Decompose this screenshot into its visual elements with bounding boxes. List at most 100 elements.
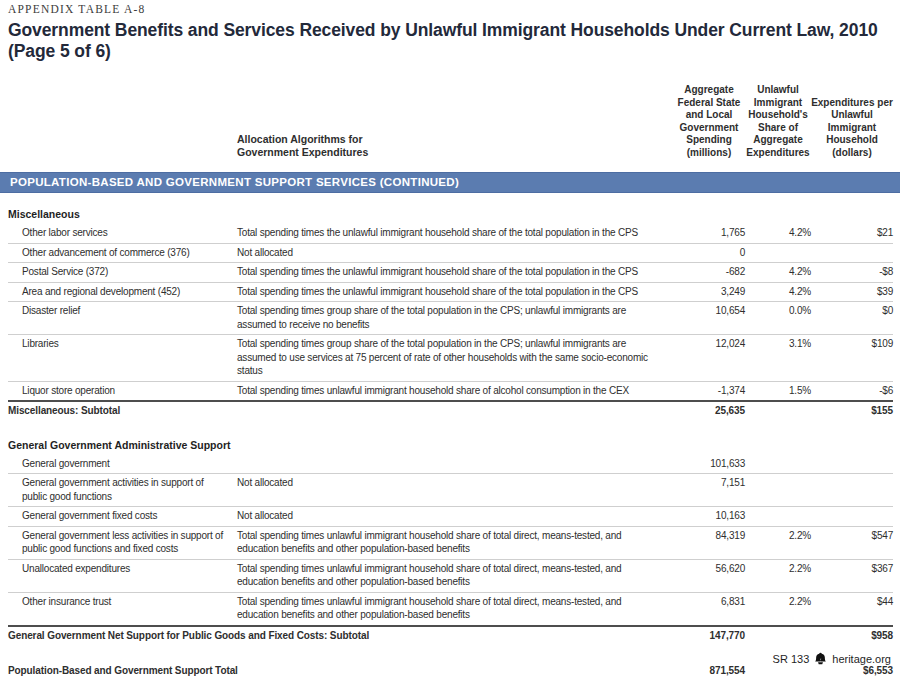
row-aggregate: 3,249 bbox=[673, 283, 745, 302]
row-allocation: Total spending times the unlawful immigr… bbox=[237, 263, 673, 282]
row-allocation: Not allocated bbox=[237, 474, 673, 506]
row-label: Postal Service (372) bbox=[8, 263, 237, 282]
subtotal-label: General Government Net Support for Publi… bbox=[8, 627, 673, 646]
row-per-household bbox=[811, 455, 893, 474]
row-aggregate: 1,765 bbox=[673, 224, 745, 243]
row-share bbox=[745, 455, 811, 474]
table-row: General government 101,633 bbox=[8, 455, 893, 475]
table-row: Disaster reliefTotal spending times grou… bbox=[8, 302, 893, 335]
group-heading: Miscellaneous bbox=[8, 208, 893, 224]
table-row: General government fixed costsNot alloca… bbox=[8, 507, 893, 527]
row-share: 3.1% bbox=[745, 335, 811, 381]
grand-total-aggregate: 871,554 bbox=[673, 662, 745, 681]
page-footer: SR 133 heritage.org bbox=[773, 652, 891, 665]
row-aggregate: 0 bbox=[673, 244, 745, 263]
row-allocation: Total spending times group share of the … bbox=[237, 335, 673, 381]
row-label: General government less activities in su… bbox=[8, 527, 237, 559]
subtotal-label: Miscellaneous: Subtotal bbox=[8, 402, 673, 421]
row-per-household: $21 bbox=[811, 224, 893, 243]
row-allocation: Total spending times unlawful immigrant … bbox=[237, 382, 673, 401]
column-header-share: Unlawful Immigrant Household's Share of … bbox=[745, 84, 811, 159]
row-aggregate: 6,831 bbox=[673, 593, 745, 625]
table-title: Government Benefits and Services Receive… bbox=[8, 20, 893, 62]
row-label: Libraries bbox=[8, 335, 237, 381]
heritage-bell-icon bbox=[814, 652, 827, 665]
row-aggregate: 56,620 bbox=[673, 560, 745, 592]
row-share: 2.2% bbox=[745, 527, 811, 559]
row-aggregate: 101,633 bbox=[673, 455, 745, 474]
report-number: SR 133 bbox=[773, 653, 810, 665]
row-aggregate: -1,374 bbox=[673, 382, 745, 401]
row-allocation: Total spending times unlawful immigrant … bbox=[237, 593, 673, 625]
column-header-aggregate-spending: Aggregate Federal State and Local Govern… bbox=[673, 84, 745, 159]
group-heading: General Government Administrative Suppor… bbox=[8, 439, 893, 455]
table-row: Other labor servicesTotal spending times… bbox=[8, 224, 893, 244]
subtotal-per-household: $958 bbox=[811, 627, 893, 646]
table-row: Unallocated expendituresTotal spending t… bbox=[8, 560, 893, 593]
row-allocation: Total spending times the unlawful immigr… bbox=[237, 224, 673, 243]
table-row: Area and regional development (452)Total… bbox=[8, 283, 893, 303]
row-per-household: -$6 bbox=[811, 382, 893, 401]
row-label: Disaster relief bbox=[8, 302, 237, 334]
row-label: Other labor services bbox=[8, 224, 237, 243]
row-aggregate: 12,024 bbox=[673, 335, 745, 381]
row-label: Unallocated expenditures bbox=[8, 560, 237, 592]
row-share: 4.2% bbox=[745, 263, 811, 282]
report-page: APPENDIX TABLE A-8 Government Benefits a… bbox=[0, 0, 900, 685]
row-share: 4.2% bbox=[745, 224, 811, 243]
row-per-household: $109 bbox=[811, 335, 893, 381]
table-row: General government activities in support… bbox=[8, 474, 893, 507]
row-share: 0.0% bbox=[745, 302, 811, 334]
row-label: Other insurance trust bbox=[8, 593, 237, 625]
row-share: 1.5% bbox=[745, 382, 811, 401]
row-label: General government bbox=[8, 455, 237, 474]
table-row: Other advancement of commerce (376)Not a… bbox=[8, 244, 893, 264]
row-per-household: $39 bbox=[811, 283, 893, 302]
site-link: heritage.org bbox=[832, 653, 891, 665]
row-allocation: Total spending times group share of the … bbox=[237, 302, 673, 334]
row-aggregate: 84,319 bbox=[673, 527, 745, 559]
row-allocation: Not allocated bbox=[237, 507, 673, 526]
row-label: Area and regional development (452) bbox=[8, 283, 237, 302]
row-label: General government activities in support… bbox=[8, 474, 237, 506]
table-row: Other insurance trustTotal spending time… bbox=[8, 593, 893, 625]
row-allocation: Total spending times unlawful immigrant … bbox=[237, 560, 673, 592]
row-allocation: Total spending times unlawful immigrant … bbox=[237, 527, 673, 559]
row-share bbox=[745, 474, 811, 506]
row-per-household: $547 bbox=[811, 527, 893, 559]
row-label: General government fixed costs bbox=[8, 507, 237, 526]
row-share bbox=[745, 244, 811, 263]
row-per-household: $0 bbox=[811, 302, 893, 334]
group-rows: Other labor servicesTotal spending times… bbox=[8, 224, 893, 400]
row-per-household bbox=[811, 244, 893, 263]
subtotal-share bbox=[745, 627, 811, 646]
row-label: Other advancement of commerce (376) bbox=[8, 244, 237, 263]
row-share bbox=[745, 507, 811, 526]
column-headers: Allocation Algorithms for Government Exp… bbox=[8, 84, 893, 159]
subtotal-row: Miscellaneous: Subtotal25,635$155 bbox=[8, 400, 893, 421]
row-per-household: $367 bbox=[811, 560, 893, 592]
grand-total-label: Population-Based and Government Support … bbox=[8, 662, 673, 681]
row-per-household bbox=[811, 507, 893, 526]
subtotal-row: General Government Net Support for Publi… bbox=[8, 625, 893, 646]
table-row: Liquor store operationTotal spending tim… bbox=[8, 382, 893, 401]
table-body: MiscellaneousOther labor servicesTotal s… bbox=[8, 208, 893, 645]
row-aggregate: 10,163 bbox=[673, 507, 745, 526]
row-share: 2.2% bbox=[745, 560, 811, 592]
row-allocation: Total spending times the unlawful immigr… bbox=[237, 283, 673, 302]
column-header-per-household: Expenditures per Unlawful Immigrant Hous… bbox=[811, 97, 893, 160]
table-row: LibrariesTotal spending times group shar… bbox=[8, 335, 893, 382]
subtotal-aggregate: 25,635 bbox=[673, 402, 745, 421]
row-aggregate: 10,654 bbox=[673, 302, 745, 334]
subtotal-aggregate: 147,770 bbox=[673, 627, 745, 646]
column-header-allocation: Allocation Algorithms for Government Exp… bbox=[237, 133, 392, 159]
subtotal-share bbox=[745, 402, 811, 421]
group-rows: General government101,633General governm… bbox=[8, 455, 893, 625]
row-share: 2.2% bbox=[745, 593, 811, 625]
table-row: General government less activities in su… bbox=[8, 527, 893, 560]
row-allocation bbox=[237, 455, 673, 474]
section-banner: POPULATION-BASED AND GOVERNMENT SUPPORT … bbox=[0, 172, 900, 193]
grand-total-row: Population-Based and Government Support … bbox=[8, 662, 893, 681]
row-label: Liquor store operation bbox=[8, 382, 237, 401]
row-share: 4.2% bbox=[745, 283, 811, 302]
